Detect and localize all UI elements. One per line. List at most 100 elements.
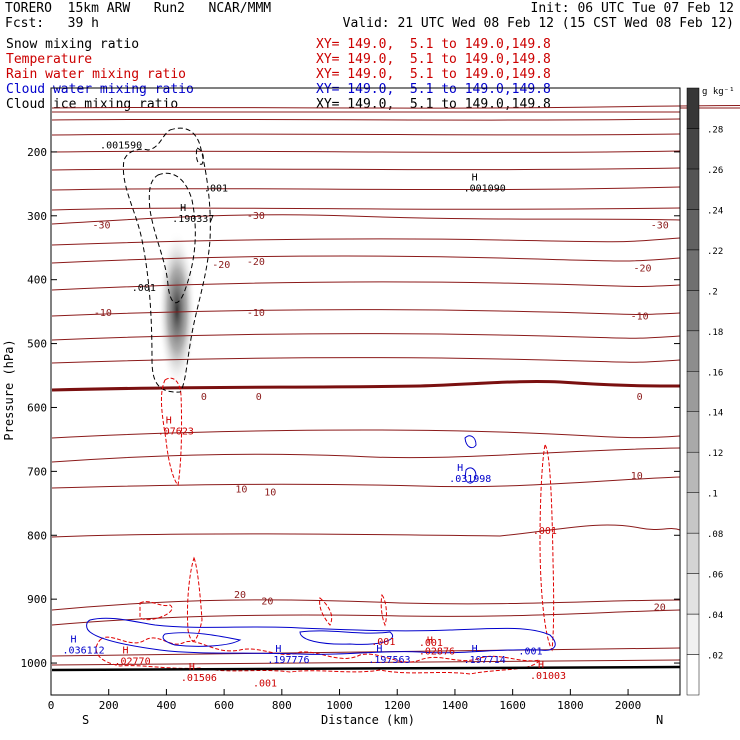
south-label: S xyxy=(82,713,89,727)
x-axis: 0 200 400 600 800 1000 1200 1400 1600 1800 2000 xyxy=(48,689,642,712)
rain-contour xyxy=(539,443,555,652)
temperature-label: 10 xyxy=(631,471,643,482)
cloud-water-contours xyxy=(86,435,556,655)
snow-contour-inner xyxy=(148,172,196,303)
colorbar-cell xyxy=(686,249,700,291)
snow-contour-small xyxy=(195,147,204,165)
high-marker: H xyxy=(427,636,433,647)
colorbar-cell xyxy=(686,492,700,534)
extremum-value: .01506 xyxy=(181,673,217,684)
y-tick-label: 400 xyxy=(27,274,47,287)
colorbar-cell xyxy=(686,128,700,170)
model-title: TORERO 15km ARW Run2 NCAR/MMM xyxy=(5,1,272,16)
plot-frame xyxy=(50,87,681,696)
high-marker: H xyxy=(472,173,478,184)
colorbar-cell xyxy=(686,209,700,251)
high-marker: H xyxy=(166,415,172,426)
extremum-value: .001 xyxy=(533,526,557,537)
extremum-value: .001 xyxy=(132,283,156,294)
isotherm xyxy=(51,609,681,626)
temperature-label: -10 xyxy=(247,308,265,319)
colorbar-tick-label: .06 xyxy=(707,571,723,581)
colorbar-cell xyxy=(686,573,700,615)
temperature-label: -20 xyxy=(247,257,265,268)
temperature-label: 10 xyxy=(235,484,247,495)
isotherm xyxy=(51,133,681,136)
field-cloud-water-xy: XY= 149.0, 5.1 to 149.0,149.8 xyxy=(316,82,551,97)
rain-contour xyxy=(160,377,183,487)
field-snow-label: Snow mixing ratio xyxy=(6,37,140,52)
temperature-contours xyxy=(51,105,740,666)
high-marker: H xyxy=(122,645,128,656)
isotherm xyxy=(51,118,681,121)
isotherm xyxy=(51,333,681,341)
rain-contours xyxy=(95,377,555,675)
extremum-value: .197714 xyxy=(464,655,506,666)
field-xy-top: XY= 149.0, 5.1 to 149.0,149.8 xyxy=(316,37,551,52)
rain-contour xyxy=(319,597,333,626)
temperature-label: -20 xyxy=(212,260,230,271)
high-marker: H xyxy=(189,662,195,673)
colorbar-tick-label: .28 xyxy=(707,125,723,135)
colorbar-cell xyxy=(686,371,700,412)
isotherm xyxy=(51,429,681,439)
temperature-label: -10 xyxy=(631,311,649,322)
high-marker: H xyxy=(71,634,77,645)
snow-contour-outer xyxy=(122,127,211,393)
colorbar-tick-label: .08 xyxy=(707,530,723,540)
extremum-value: .07623 xyxy=(158,426,194,437)
isotherm xyxy=(51,150,681,153)
high-marker: H xyxy=(472,644,478,655)
temperature-label: -30 xyxy=(651,221,669,232)
field-cloud-water-label: Cloud water mixing ratio xyxy=(6,82,194,97)
x-tick-label: 600 xyxy=(214,699,234,712)
temperature-label: 0 xyxy=(201,392,207,403)
temperature-label: -20 xyxy=(633,263,651,274)
isotherm xyxy=(51,447,681,463)
field-temperature-xy: XY= 149.0, 5.1 to 149.0,149.8 xyxy=(316,52,551,67)
colorbar-cell xyxy=(686,87,700,129)
x-tick-label: 800 xyxy=(272,699,292,712)
x-tick-label: 2000 xyxy=(615,699,642,712)
cloud-water-contour xyxy=(86,617,556,655)
colorbar-cell xyxy=(686,290,700,332)
x-tick-label: 1600 xyxy=(499,699,526,712)
y-tick-label: 800 xyxy=(27,529,47,542)
snow-contours xyxy=(122,127,211,393)
colorbar-tick-label: .2 xyxy=(707,287,718,297)
isotherm xyxy=(51,255,681,264)
high-marker: H xyxy=(180,203,186,214)
isotherm xyxy=(51,309,681,317)
y-tick-label: 900 xyxy=(27,593,47,606)
x-tick-label: 1000 xyxy=(326,699,353,712)
extremum-value: .02770 xyxy=(114,656,150,667)
rain-contour xyxy=(139,601,173,620)
forecast-hour: Fcst: 39 h xyxy=(5,16,99,31)
x-tick-label: 400 xyxy=(156,699,176,712)
temperature-label: -30 xyxy=(247,211,265,222)
colorbar-tick-label: .18 xyxy=(707,328,723,338)
x-tick-label: 1800 xyxy=(557,699,584,712)
extremum-value: .02876 xyxy=(419,647,455,658)
extremum-value: .001 xyxy=(518,647,542,658)
isotherm xyxy=(51,207,681,211)
extremum-value: .190337 xyxy=(172,214,214,225)
isotherm xyxy=(51,599,681,611)
extremum-value: .01003 xyxy=(530,671,566,682)
rain-contour xyxy=(186,556,203,642)
cloud-water-contour xyxy=(299,630,393,645)
colorbar-cell xyxy=(686,532,700,574)
isotherm xyxy=(51,186,681,191)
isotherm xyxy=(51,105,740,109)
field-rain-xy: XY= 149.0, 5.1 to 149.0,149.8 xyxy=(316,67,551,82)
north-label: N xyxy=(656,713,663,727)
isotherm xyxy=(51,357,681,364)
temperature-label: -30 xyxy=(92,221,110,232)
field-rain-label: Rain water mixing ratio xyxy=(6,67,187,82)
x-axis-label: Distance (km) xyxy=(321,713,415,727)
isotherm xyxy=(51,167,681,171)
colorbar-tick-label: .16 xyxy=(707,368,723,378)
freezing-level xyxy=(51,379,681,392)
x-tick-label: 1400 xyxy=(442,699,469,712)
